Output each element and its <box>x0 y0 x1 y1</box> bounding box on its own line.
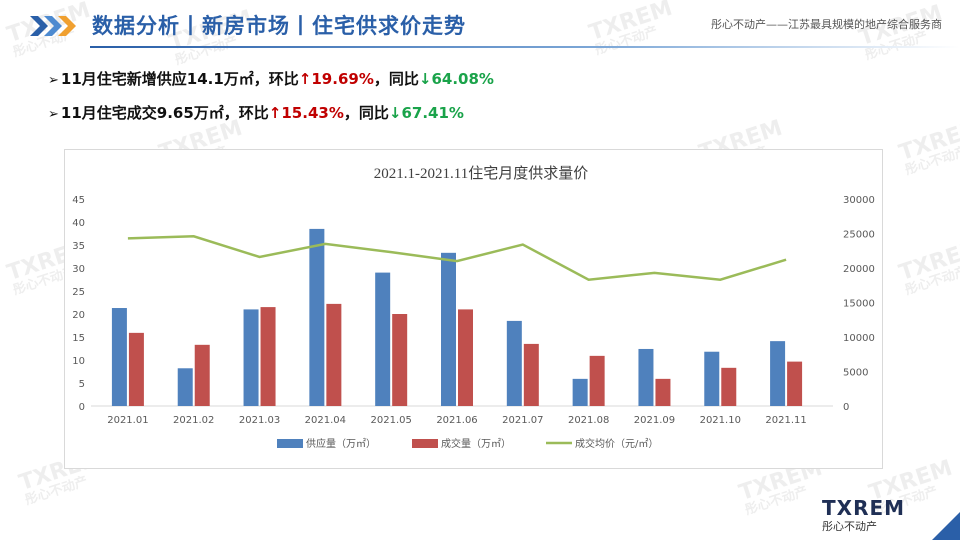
legend-deal-swatch <box>412 439 438 448</box>
supply-mom-arrow: ↑ <box>298 70 312 88</box>
supply-bar <box>309 228 325 406</box>
right-axis-tick-label: 30000 <box>843 195 875 206</box>
arrow-bullet-icon: ➢ <box>48 107 59 122</box>
left-axis-tick-label: 45 <box>72 195 85 206</box>
supply-summary-text: 11月住宅新增供应14.1万㎡，环比 <box>60 70 299 88</box>
right-axis-tick-label: 25000 <box>843 230 875 241</box>
supply-bar <box>704 351 720 406</box>
chart-container: 2021.1-2021.11住宅月度供求量价 0 5 10 15 20 25 30 35 40 45… <box>64 149 883 469</box>
legend-price-label: 成交均价（元/㎡） <box>575 437 658 450</box>
supply-bar <box>111 308 127 406</box>
supply-mom-value: 19.69% <box>311 70 374 88</box>
left-axis-tick-label: 35 <box>72 241 85 252</box>
header-divider <box>90 46 960 48</box>
x-axis-tick-label: 2021.03 <box>239 415 280 426</box>
left-axis-tick-label: 15 <box>72 333 85 344</box>
left-axis-tick-label: 30 <box>72 264 85 275</box>
deal-summary-text: 11月住宅成交9.65万㎡，环比 <box>60 104 269 122</box>
left-axis-tick-label: 0 <box>79 402 85 413</box>
deal-yoy-arrow: ↓ <box>388 104 402 122</box>
company-slogan: 彤心不动产——江苏最具规模的地产综合服务商 <box>711 18 942 31</box>
right-axis-tick-label: 10000 <box>843 333 875 344</box>
deal-yoy-label: ，同比 <box>343 104 389 122</box>
supply-demand-price-chart: 2021.1-2021.11住宅月度供求量价 0 5 10 15 20 25 30 35 40 45… <box>72 165 875 450</box>
x-axis-tick-label: 2021.05 <box>371 415 412 426</box>
deal-bar <box>787 361 803 406</box>
deal-bar <box>326 303 342 406</box>
chevron-right-icon <box>30 16 76 36</box>
right-axis-tick-label: 0 <box>843 402 849 413</box>
right-axis-tick-label: 5000 <box>843 368 868 379</box>
supply-bar <box>572 378 588 406</box>
right-axis-tick-label: 20000 <box>843 264 875 275</box>
x-axis-tick-label: 2021.09 <box>634 415 675 426</box>
arrow-bullet-icon: ➢ <box>48 73 59 88</box>
legend-supply-label: 供应量（万㎡） <box>306 437 376 450</box>
x-axis-tick-label: 2021.10 <box>700 415 741 426</box>
right-axis-tick-label: 15000 <box>843 299 875 310</box>
header: 数据分析丨新房市场丨住宅供求价走势 彤心不动产——江苏最具规模的地产综合服务商 <box>0 0 960 52</box>
deal-summary: ➢ 11月住宅成交9.65万㎡，环比↑15.43%，同比↓67.41% <box>48 102 464 123</box>
supply-bar <box>770 341 786 406</box>
page-title: 数据分析丨新房市场丨住宅供求价走势 <box>92 14 466 38</box>
left-axis-tick-label: 25 <box>72 287 85 298</box>
deal-bar <box>721 367 737 406</box>
x-axis-tick-label: 2021.01 <box>107 415 148 426</box>
footer-brand: TXREM <box>822 496 906 520</box>
supply-bar <box>243 309 259 406</box>
deal-bar <box>589 355 605 406</box>
left-axis-tick-label: 10 <box>72 356 85 367</box>
x-axis-tick-label: 2021.07 <box>502 415 543 426</box>
deal-mom-value: 15.43% <box>281 104 344 122</box>
supply-yoy-arrow: ↓ <box>418 70 432 88</box>
left-axis-tick-label: 20 <box>72 310 85 321</box>
supply-summary: ➢ 11月住宅新增供应14.1万㎡，环比↑19.69%，同比↓64.08% <box>48 68 494 89</box>
corner-decoration <box>932 512 960 540</box>
x-axis-tick-label: 2021.02 <box>173 415 214 426</box>
x-axis-tick-label: 2021.08 <box>568 415 609 426</box>
footer-logo: TXREM 彤心不动产 <box>822 496 906 534</box>
left-axis-tick-label: 5 <box>79 379 85 390</box>
x-axis-tick-label: 2021.06 <box>436 415 477 426</box>
x-axis-tick-label: 2021.04 <box>305 415 346 426</box>
price-line <box>127 235 787 282</box>
supply-yoy-label: ，同比 <box>373 70 419 88</box>
deal-bar <box>194 344 210 406</box>
legend-supply-swatch <box>277 439 303 448</box>
x-axis-tick-label: 2021.11 <box>765 415 806 426</box>
supply-yoy-value: 64.08% <box>431 70 494 88</box>
deal-mom-arrow: ↑ <box>268 104 282 122</box>
deal-bar <box>128 332 144 406</box>
supply-bar <box>177 368 193 406</box>
supply-bar <box>375 272 391 406</box>
supply-bar <box>506 320 522 406</box>
legend-deal-label: 成交量（万㎡） <box>441 437 511 450</box>
deal-bar <box>260 307 276 406</box>
deal-bar <box>655 378 671 406</box>
chart-title: 2021.1-2021.11住宅月度供求量价 <box>374 165 588 182</box>
deal-bar <box>458 309 473 406</box>
deal-bar <box>523 343 539 406</box>
deal-yoy-value: 67.41% <box>401 104 464 122</box>
deal-bar <box>392 314 408 406</box>
left-axis-tick-label: 40 <box>72 218 85 229</box>
supply-bar <box>441 252 456 406</box>
footer-brand-sub: 彤心不动产 <box>822 520 877 533</box>
supply-bar <box>638 348 654 406</box>
